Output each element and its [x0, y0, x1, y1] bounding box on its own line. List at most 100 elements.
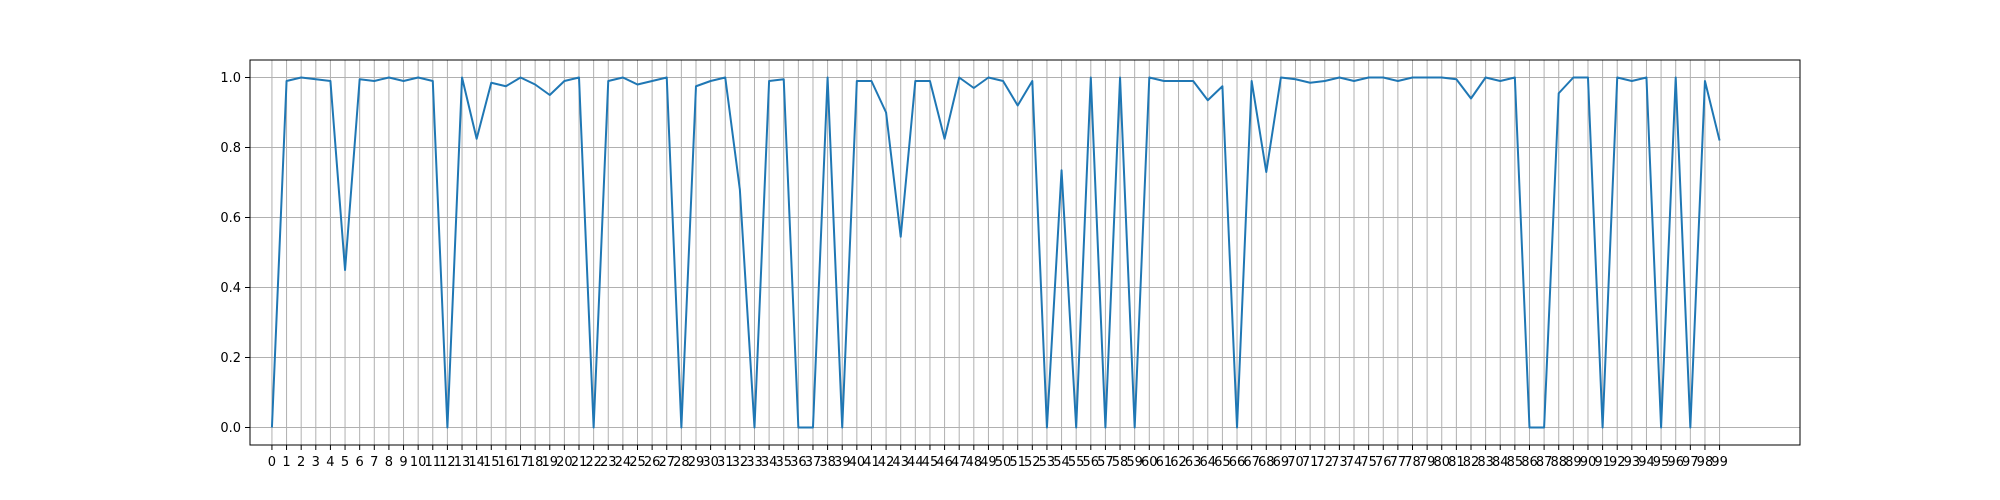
- x-tick-label: 72: [1316, 455, 1333, 470]
- x-tick-label: 61: [1156, 455, 1173, 470]
- x-tick-label: 86: [1521, 455, 1538, 470]
- x-tick-label: 42: [878, 455, 895, 470]
- x-tick-label: 90: [1580, 455, 1597, 470]
- x-tick-label: 67: [1243, 455, 1260, 470]
- x-tick-label: 64: [1200, 455, 1217, 470]
- x-axis: 0 1 2 3 4 5 6 7 8 9 101112131415161718192021222324…: [268, 445, 1728, 470]
- x-tick-label: 75: [1360, 455, 1377, 470]
- x-tick-label: 22: [585, 455, 602, 470]
- plot-frame: [249, 59, 1801, 446]
- x-tick-label: 56: [1083, 455, 1100, 470]
- x-tick-label: 6: [356, 455, 364, 470]
- x-tick-label: 83: [1477, 455, 1494, 470]
- x-tick-label: 40: [849, 455, 866, 470]
- x-tick-label: 82: [1463, 455, 1480, 470]
- x-tick-label: 52: [1024, 455, 1041, 470]
- x-tick-label: 54: [1053, 455, 1070, 470]
- x-tick-label: 26: [644, 455, 661, 470]
- x-tick-label: 49: [980, 455, 997, 470]
- x-tick-label: 79: [1419, 455, 1436, 470]
- x-tick-label: 71: [1302, 455, 1319, 470]
- x-tick-label: 38: [819, 455, 836, 470]
- y-tick-label: 0.6: [220, 211, 241, 226]
- x-tick-label: 53: [1039, 455, 1056, 470]
- x-tick-label: 97: [1682, 455, 1699, 470]
- y-tick-label: 1.0: [220, 71, 241, 86]
- x-tick-label: 77: [1390, 455, 1407, 470]
- x-tick-label: 14: [468, 455, 485, 470]
- x-tick-label: 28: [673, 455, 690, 470]
- x-tick-label: 44: [907, 455, 924, 470]
- x-tick-label: 91: [1594, 455, 1611, 470]
- x-tick-label: 11: [425, 455, 442, 470]
- x-tick-label: 2: [297, 455, 305, 470]
- x-tick-label: 47: [951, 455, 968, 470]
- x-tick-label: 23: [600, 455, 617, 470]
- x-tick-label: 27: [658, 455, 675, 470]
- x-tick-label: 43: [892, 455, 909, 470]
- x-tick-label: 30: [702, 455, 719, 470]
- x-tick-label: 68: [1258, 455, 1275, 470]
- x-tick-label: 96: [1667, 455, 1684, 470]
- x-tick-label: 69: [1273, 455, 1290, 470]
- x-tick-label: 51: [1009, 455, 1026, 470]
- x-tick-label: 15: [483, 455, 500, 470]
- x-tick-label: 8: [385, 455, 393, 470]
- x-tick-label: 57: [1097, 455, 1114, 470]
- x-tick-label: 76: [1375, 455, 1392, 470]
- series-line: [270, 76, 1721, 429]
- x-tick-label: 99: [1711, 455, 1728, 470]
- x-tick-label: 25: [629, 455, 646, 470]
- x-tick-label: 36: [790, 455, 807, 470]
- x-tick-label: 35: [775, 455, 792, 470]
- x-tick-label: 34: [761, 455, 778, 470]
- x-tick-label: 80: [1433, 455, 1450, 470]
- x-tick-label: 41: [863, 455, 880, 470]
- x-tick-label: 18: [527, 455, 544, 470]
- x-tick-label: 89: [1565, 455, 1582, 470]
- x-tick-label: 95: [1653, 455, 1670, 470]
- x-tick-label: 33: [746, 455, 763, 470]
- x-tick-label: 48: [966, 455, 983, 470]
- x-tick-label: 21: [571, 455, 588, 470]
- x-tick-label: 66: [1229, 455, 1246, 470]
- x-tick-label: 4: [326, 455, 334, 470]
- x-tick-label: 24: [615, 455, 632, 470]
- x-tick-label: 9: [399, 455, 407, 470]
- x-tick-label: 50: [995, 455, 1012, 470]
- x-tick-label: 31: [717, 455, 734, 470]
- x-tick-label: 65: [1214, 455, 1231, 470]
- x-tick-label: 13: [454, 455, 471, 470]
- x-tick-label: 19: [541, 455, 558, 470]
- x-tick-label: 63: [1185, 455, 1202, 470]
- x-tick-label: 93: [1624, 455, 1641, 470]
- x-tick-label: 3: [312, 455, 320, 470]
- x-tick-label: 78: [1404, 455, 1421, 470]
- y-tick-label: 0.0: [220, 421, 241, 436]
- grid-layer: [250, 60, 1800, 445]
- x-tick-label: 84: [1492, 455, 1509, 470]
- x-tick-label: 58: [1112, 455, 1129, 470]
- x-tick-label: 7: [370, 455, 378, 470]
- x-tick-label: 81: [1448, 455, 1465, 470]
- y-axis: 0.0 0.2 0.4 0.6 0.8 1.0: [220, 71, 250, 436]
- x-tick-label: 32: [732, 455, 749, 470]
- x-tick-label: 62: [1170, 455, 1187, 470]
- x-tick-label: 88: [1550, 455, 1567, 470]
- x-tick-label: 17: [512, 455, 529, 470]
- x-tick-label: 87: [1536, 455, 1553, 470]
- y-tick-label: 0.4: [220, 281, 241, 296]
- x-tick-label: 16: [498, 455, 515, 470]
- x-tick-label: 5: [341, 455, 349, 470]
- x-tick-label: 37: [805, 455, 822, 470]
- x-tick-label: 45: [922, 455, 939, 470]
- x-tick-label: 20: [556, 455, 573, 470]
- x-tick-label: 70: [1287, 455, 1304, 470]
- x-tick-label: 29: [688, 455, 705, 470]
- x-tick-label: 74: [1346, 455, 1363, 470]
- x-tick-label: 39: [834, 455, 851, 470]
- x-tick-label: 92: [1609, 455, 1626, 470]
- x-tick-label: 55: [1068, 455, 1085, 470]
